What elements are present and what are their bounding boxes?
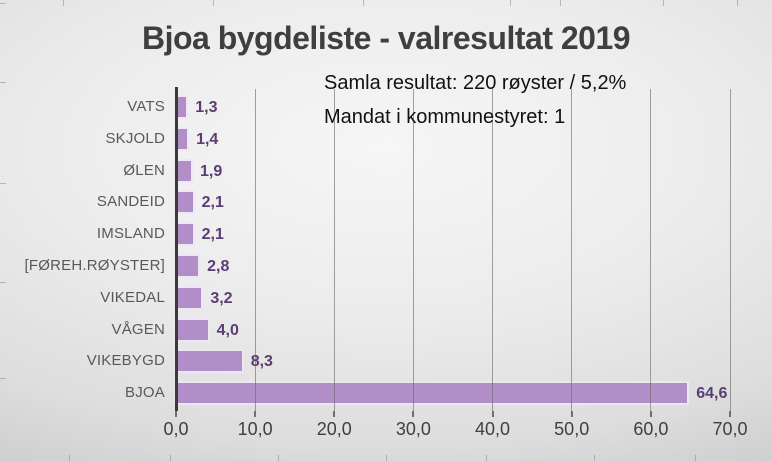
edge-mark <box>69 455 70 461</box>
x-axis-tick <box>491 411 494 417</box>
category-label: VÅGEN <box>111 320 165 338</box>
x-tick-label: 20,0 <box>316 419 352 439</box>
chart-annotation: Samla resultat: 220 røyster / 5,2% Manda… <box>324 66 626 134</box>
category-label: IMSLAND <box>96 225 165 243</box>
x-gridline <box>571 89 573 411</box>
value-label: 3,2 <box>210 289 233 307</box>
value-label: 1,3 <box>195 99 218 116</box>
category-label: VIKEDAL <box>100 288 165 306</box>
chart-title: Bjoa bygdeliste - valresultat 2019 <box>141 20 631 56</box>
x-gridline <box>412 89 414 411</box>
bar-imsland <box>176 224 193 245</box>
edge-mark <box>695 455 696 461</box>
x-tick-label: 30,0 <box>395 419 431 439</box>
x-tick-label: 70,0 <box>712 419 748 439</box>
annotation-line-2: Mandat i kommunestyret: 1 <box>324 106 566 128</box>
edge-mark <box>278 455 279 461</box>
edge-mark <box>486 455 487 461</box>
edge-mark <box>0 3 6 4</box>
value-label: 2,8 <box>207 258 230 275</box>
value-label: 64,6 <box>696 385 728 403</box>
edge-mark <box>560 0 561 6</box>
bar-vikebygd <box>176 351 242 372</box>
bar-vats <box>176 97 187 117</box>
edge-mark <box>510 0 511 6</box>
value-label: 1,9 <box>200 162 223 180</box>
edge-mark <box>63 0 64 6</box>
y-axis-line <box>174 87 178 411</box>
x-tick-label: 40,0 <box>475 419 511 439</box>
x-tick-label: 10,0 <box>237 419 273 439</box>
x-axis-tick <box>175 411 177 417</box>
x-gridline <box>729 89 731 411</box>
x-gridline <box>650 89 652 411</box>
category-label: [FØREH.RØYSTER] <box>24 257 165 274</box>
x-tick-label: 50,0 <box>554 419 590 439</box>
x-axis-tick <box>649 411 652 417</box>
bar-len <box>176 160 192 181</box>
bar-frehryster <box>176 256 199 276</box>
value-label: 2,1 <box>201 194 224 212</box>
edge-mark <box>170 455 171 461</box>
category-label: BJOA <box>125 384 165 402</box>
edge-mark <box>0 82 6 83</box>
bar-vgen <box>176 319 208 340</box>
value-label: 4,0 <box>216 321 239 339</box>
x-axis-tick <box>412 411 415 417</box>
edge-mark <box>0 378 6 379</box>
value-label: 2,1 <box>201 226 224 244</box>
bar-vikedal <box>176 287 202 308</box>
edge-mark <box>663 0 664 6</box>
value-label: 8,3 <box>250 353 273 371</box>
x-gridline <box>333 89 335 411</box>
edge-mark <box>386 455 387 461</box>
category-label: SKJOLD <box>105 129 165 147</box>
x-gridline <box>254 89 256 411</box>
edge-mark <box>0 282 6 283</box>
x-axis-tick <box>333 411 336 417</box>
edge-mark <box>594 455 595 461</box>
category-label: ØLEN <box>123 161 165 179</box>
bar-skjold <box>176 128 188 149</box>
x-gridline <box>492 89 494 411</box>
category-label: VIKEBYGD <box>86 352 165 370</box>
x-tick-label: 0,0 <box>163 419 189 439</box>
category-label: SANDEID <box>96 193 165 211</box>
value-label: 1,4 <box>196 130 219 148</box>
x-axis-tick <box>570 411 573 417</box>
x-axis-tick <box>254 411 257 417</box>
annotation-line-1: Samla resultat: 220 røyster / 5,2% <box>324 72 627 94</box>
edge-mark <box>213 0 214 6</box>
edge-mark <box>363 0 364 6</box>
bar-bjoa <box>176 383 688 404</box>
category-label: VATS <box>127 98 165 115</box>
x-axis-tick <box>729 411 731 417</box>
edge-mark <box>0 183 6 184</box>
x-tick-label: 60,0 <box>633 419 669 439</box>
bar-sandeid <box>176 192 193 213</box>
edge-mark <box>737 0 738 6</box>
